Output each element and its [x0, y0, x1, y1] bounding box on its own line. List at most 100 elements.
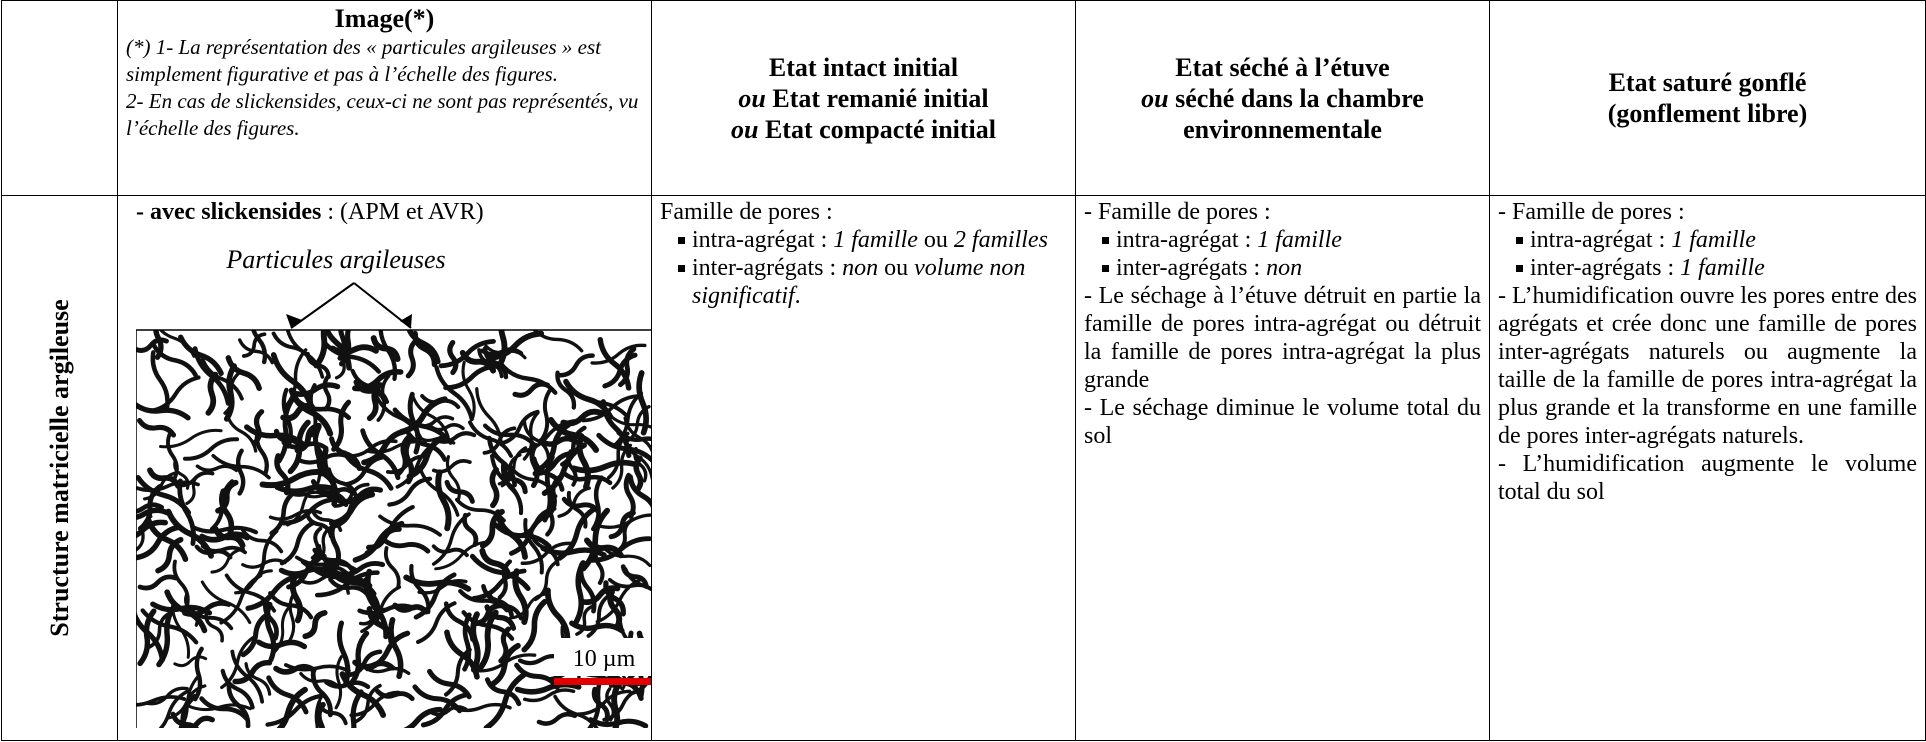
- clay-particle: [336, 486, 383, 505]
- clay-particle: [420, 393, 461, 410]
- clay-particle: [178, 334, 224, 376]
- clay-particle: [218, 488, 235, 538]
- clay-particle: [136, 401, 191, 421]
- clay-particle: [508, 464, 556, 495]
- clay-particle: [595, 577, 644, 624]
- text: intra-agrégat :: [692, 227, 834, 253]
- clay-particle: [413, 572, 457, 620]
- clay-particle: [240, 527, 284, 554]
- text: 1 famille: [1680, 255, 1765, 281]
- text: Etat intact initial: [768, 52, 959, 82]
- clay-particle: [170, 711, 199, 728]
- clay-particle: [334, 349, 354, 380]
- clay-particle: [289, 382, 341, 397]
- clay-particle: [147, 467, 181, 489]
- text: Etat séché à l’étuve: [1175, 52, 1390, 82]
- paragraph: - L’humidification ouvre les pores entre…: [1498, 283, 1917, 449]
- clay-particle: [279, 520, 316, 566]
- clay-particle: [142, 470, 180, 501]
- clay-particle: [353, 379, 388, 403]
- clay-particle: [429, 705, 468, 717]
- clay-particle: [483, 672, 527, 728]
- clay-particle: [623, 472, 636, 519]
- clay-particle: [155, 536, 184, 574]
- clay-particle: [482, 426, 517, 455]
- clay-particle: [537, 422, 572, 472]
- clay-particle: [177, 478, 196, 546]
- clay-particle: [265, 693, 327, 727]
- clay-particle: [458, 588, 509, 613]
- clay-particle: [329, 436, 362, 471]
- clay-particle: [240, 611, 271, 658]
- clay-particle: [539, 387, 553, 442]
- clay-particle: [347, 630, 370, 688]
- clay-particle: [136, 610, 165, 663]
- scale-label: 10 µm: [573, 646, 636, 672]
- paragraph: - L’humidification augmente le volume to…: [1498, 451, 1917, 505]
- clay-particle: [186, 703, 252, 712]
- clay-particle: [538, 435, 579, 447]
- arrow: [290, 282, 355, 329]
- clay-particle: [515, 506, 557, 539]
- figure-label: Particules argileuses: [225, 245, 445, 274]
- clay-particle: [599, 513, 651, 529]
- list: intra-agrégat : 1 famille inter-agrégats…: [1084, 226, 1481, 282]
- bullet: intra-agrégat : 1 famille: [1516, 226, 1917, 254]
- clay-particle: [435, 469, 452, 532]
- text: Etat remanié initial: [765, 83, 989, 113]
- clay-particle: [337, 330, 347, 361]
- clay-particle: [301, 560, 349, 576]
- clay-particle: [581, 394, 642, 423]
- clay-particle: [591, 475, 604, 532]
- clay-particle: [302, 610, 328, 640]
- text: - Famille de pores :: [1498, 199, 1685, 225]
- clay-particle: [254, 427, 269, 476]
- clay-particle: [269, 489, 298, 536]
- clay-particle: [520, 541, 573, 566]
- clay-particle: [431, 512, 471, 566]
- clay-particle: [374, 393, 423, 441]
- clay-particle: [601, 545, 651, 568]
- clay-particle: [192, 346, 231, 406]
- header-note: (*) 1- La représentation des « particule…: [126, 35, 601, 86]
- text: ou: [878, 255, 915, 281]
- clay-particle: [370, 335, 401, 362]
- clay-particle: [245, 572, 303, 611]
- clay-particle: [136, 514, 153, 552]
- figure: Particules argileuses 10 µm: [136, 245, 651, 728]
- paragraph: - Le séchage à l’étuve détruit en partie…: [1084, 283, 1481, 393]
- clay-particle: [342, 450, 394, 491]
- clay-particle: [136, 524, 182, 561]
- clay-particle: [328, 577, 371, 599]
- clay-particle: [484, 604, 517, 631]
- text: Etat saturé gonflé: [1608, 68, 1807, 97]
- clay-particle: [521, 598, 548, 653]
- text: inter-agrégats :: [1530, 255, 1681, 281]
- state-header: Etat intact initial ou Etat remanié init…: [651, 0, 1076, 196]
- clay-particle: [331, 399, 352, 452]
- clay-particle: [412, 684, 463, 714]
- clay-particle: [182, 437, 240, 461]
- header-row: Image(*) (*) 1- La représentation des « …: [1, 0, 1926, 196]
- clay-particle: [593, 544, 605, 585]
- clay-particle: [392, 407, 454, 445]
- clay-particle: [322, 373, 332, 412]
- clay-particle: [623, 416, 651, 453]
- clay-particle: [570, 459, 640, 474]
- list: intra-agrégat : 1 famille inter-agrégats…: [1498, 226, 1917, 282]
- clay-particle: [309, 565, 373, 589]
- clay-particle: [477, 348, 504, 379]
- clay-particle: [383, 546, 401, 590]
- text: Etat compacté initial: [758, 114, 997, 144]
- clay-particle: [153, 330, 164, 360]
- clay-particle: [417, 578, 468, 595]
- clay-particle: [471, 602, 505, 627]
- clay-particle: [232, 659, 273, 685]
- clay-particle: [512, 381, 551, 398]
- text: : (APM et AVR): [321, 199, 484, 225]
- clay-particle: [577, 689, 632, 716]
- clay-particle: [499, 409, 540, 446]
- clay-particle: [438, 338, 496, 369]
- text: ou: [917, 227, 954, 253]
